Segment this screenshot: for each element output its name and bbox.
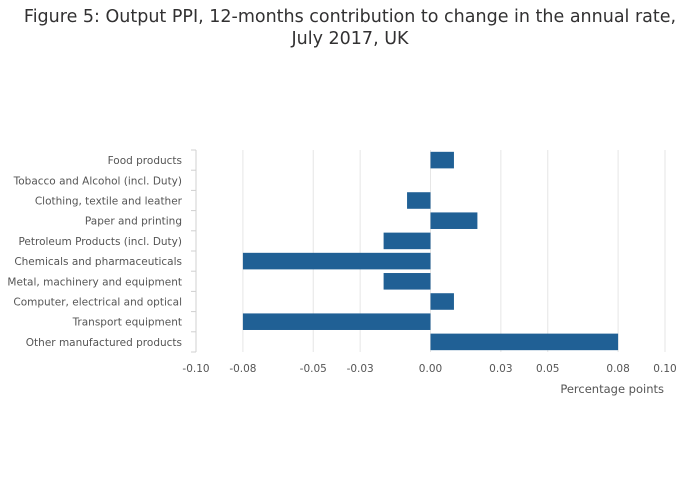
bar-4 bbox=[383, 232, 431, 250]
x-tick-label-5: 0.03 bbox=[489, 363, 512, 375]
y-axis: Food products Tobacco and Alcohol (incl. … bbox=[7, 149, 197, 353]
chart-title-line-1: Figure 5: Output PPI, 12-months contribu… bbox=[23, 7, 677, 27]
category-label-5: Chemicals and pharmaceuticals bbox=[14, 256, 182, 268]
x-tick-label-0: -0.10 bbox=[182, 363, 209, 375]
category-label-9: Other manufactured products bbox=[26, 337, 182, 349]
x-tick-label-4: 0.00 bbox=[419, 363, 442, 375]
x-axis: -0.10 -0.08 -0.05 -0.03 0.00 0.03 0.05 0.08 0.10 bbox=[182, 363, 676, 375]
x-tick-label-8: 0.10 bbox=[653, 363, 676, 375]
category-label-6: Metal, machinery and equipment bbox=[7, 276, 182, 288]
category-label-4: Petroleum Products (incl. Duty) bbox=[18, 236, 182, 248]
x-tick-label-7: 0.08 bbox=[606, 363, 629, 375]
bars bbox=[242, 151, 619, 351]
x-axis-title: Percentage points bbox=[560, 382, 664, 396]
x-tick-label-2: -0.05 bbox=[300, 363, 327, 375]
category-label-1: Tobacco and Alcohol (incl. Duty) bbox=[13, 175, 182, 187]
category-label-7: Computer, electrical and optical bbox=[13, 297, 182, 309]
bar-9 bbox=[430, 333, 619, 351]
category-label-0: Food products bbox=[108, 155, 182, 167]
bar-3 bbox=[430, 212, 478, 229]
bar-6 bbox=[383, 273, 431, 290]
category-label-8: Transport equipment bbox=[72, 317, 182, 329]
category-label-3: Paper and printing bbox=[85, 216, 182, 228]
x-tick-label-6: 0.05 bbox=[536, 363, 559, 375]
bar-5 bbox=[242, 252, 431, 270]
x-tick-label-1: -0.08 bbox=[229, 363, 256, 375]
category-label-2: Clothing, textile and leather bbox=[35, 196, 183, 208]
chart-title-line-2: July 2017, UK bbox=[291, 29, 409, 49]
bar-8 bbox=[242, 313, 431, 330]
chart-title: Figure 5: Output PPI, 12-months contribu… bbox=[0, 6, 700, 50]
bar-2 bbox=[407, 192, 431, 209]
bar-7 bbox=[430, 293, 454, 310]
x-tick-label-3: -0.03 bbox=[347, 363, 374, 375]
bar-0 bbox=[430, 151, 454, 169]
